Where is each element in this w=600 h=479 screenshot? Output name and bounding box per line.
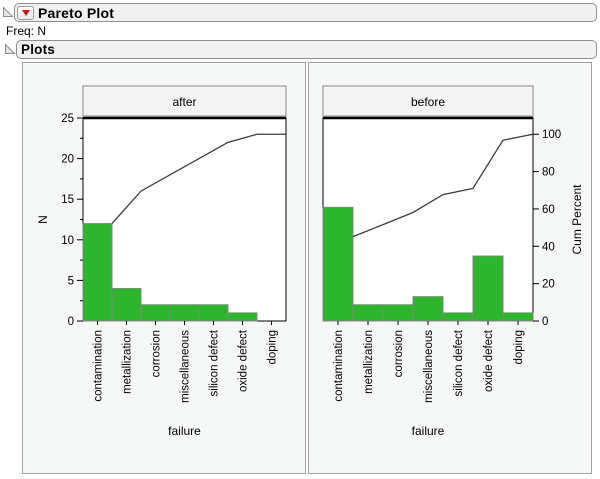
y-tick-label: 10 <box>61 235 74 247</box>
panel-title: before <box>411 95 445 109</box>
y-tick-label: 20 <box>61 154 74 166</box>
y-axis-title: Cum Percent <box>570 184 584 255</box>
y-tick-label: 15 <box>61 194 74 206</box>
plots-outline-header[interactable]: Plots <box>16 40 597 59</box>
pareto-panel-after: after 0 5 10 15 20 25 contamination metallizatio… <box>22 62 306 474</box>
pareto-bar-oxide-defect[interactable] <box>472 255 504 322</box>
category-label: oxide defect <box>238 329 250 392</box>
category-label: oxide defect <box>483 329 495 392</box>
pareto-bar-oxide-defect[interactable] <box>227 312 258 322</box>
disclosure-triangle-glyph <box>3 6 14 17</box>
y-tick-label: 20 <box>542 279 555 291</box>
category-label: miscellaneous <box>180 330 192 403</box>
disclosure-triangle-icon[interactable] <box>4 42 16 54</box>
pareto-bar-doping[interactable] <box>502 312 534 322</box>
y-tick-label: 25 <box>61 113 74 125</box>
category-label: silicon defect <box>209 329 221 396</box>
pareto-chart-after[interactable]: after 0 5 10 15 20 25 contamination metallizatio… <box>23 63 305 473</box>
pareto-plot-outline-header[interactable]: Pareto Plot <box>14 3 597 22</box>
category-label: contamination <box>93 330 105 402</box>
plots-title: Plots <box>21 42 56 57</box>
red-triangle-menu-button[interactable] <box>17 5 34 20</box>
category-label: miscellaneous <box>423 330 435 403</box>
disclosure-triangle-glyph <box>5 43 16 54</box>
category-label: metallization <box>363 330 375 394</box>
x-axis-title: failure <box>168 424 201 438</box>
pareto-bar-miscellaneous[interactable] <box>169 304 200 322</box>
disclosure-triangle-icon[interactable] <box>2 5 14 17</box>
category-label: doping <box>513 330 525 365</box>
pareto-chart-before[interactable]: before 0 20 40 60 80 100 contamination metalliza… <box>309 63 591 473</box>
pareto-bar-silicon-defect[interactable] <box>442 312 474 322</box>
pareto-bar-contamination[interactable] <box>322 206 354 322</box>
y-tick-label: 0 <box>542 316 548 328</box>
plots-container: after 0 5 10 15 20 25 contamination metallizatio… <box>22 62 592 474</box>
category-label: contamination <box>333 330 345 402</box>
red-triangle-icon <box>21 9 30 16</box>
pareto-panel-before: before 0 20 40 60 80 100 contamination metalliza… <box>308 62 592 474</box>
category-label: metallization <box>122 330 134 394</box>
category-label: corrosion <box>393 330 405 377</box>
pareto-bar-metallization[interactable] <box>111 288 142 322</box>
y-tick-label: 80 <box>542 167 555 179</box>
category-label: corrosion <box>151 330 163 377</box>
category-label: doping <box>267 330 279 365</box>
panel-title: after <box>172 95 196 109</box>
pareto-bar-contamination[interactable] <box>82 223 113 322</box>
category-label: silicon defect <box>453 329 465 396</box>
cumulative-line <box>352 133 534 238</box>
panel-title-banner <box>82 85 287 117</box>
pareto-bar-silicon-defect[interactable] <box>198 304 229 322</box>
y-tick-label: 100 <box>542 129 561 141</box>
y-tick-label: 5 <box>68 275 74 287</box>
pareto-bar-miscellaneous[interactable] <box>412 296 444 322</box>
panel-title-banner <box>322 85 534 117</box>
y-axis-title: N <box>36 215 50 224</box>
pareto-bar-metallization[interactable] <box>352 304 384 322</box>
x-axis-title: failure <box>412 424 445 438</box>
plot-frame <box>82 117 287 322</box>
cumulative-line <box>111 133 286 224</box>
report-title: Pareto Plot <box>38 4 115 21</box>
pareto-bar-corrosion[interactable] <box>382 304 414 322</box>
y-tick-label: 0 <box>68 316 74 328</box>
y-tick-label: 40 <box>542 241 555 253</box>
freq-label: Freq: N <box>6 24 47 38</box>
y-tick-label: 60 <box>542 204 555 216</box>
pareto-bar-corrosion[interactable] <box>140 304 171 322</box>
